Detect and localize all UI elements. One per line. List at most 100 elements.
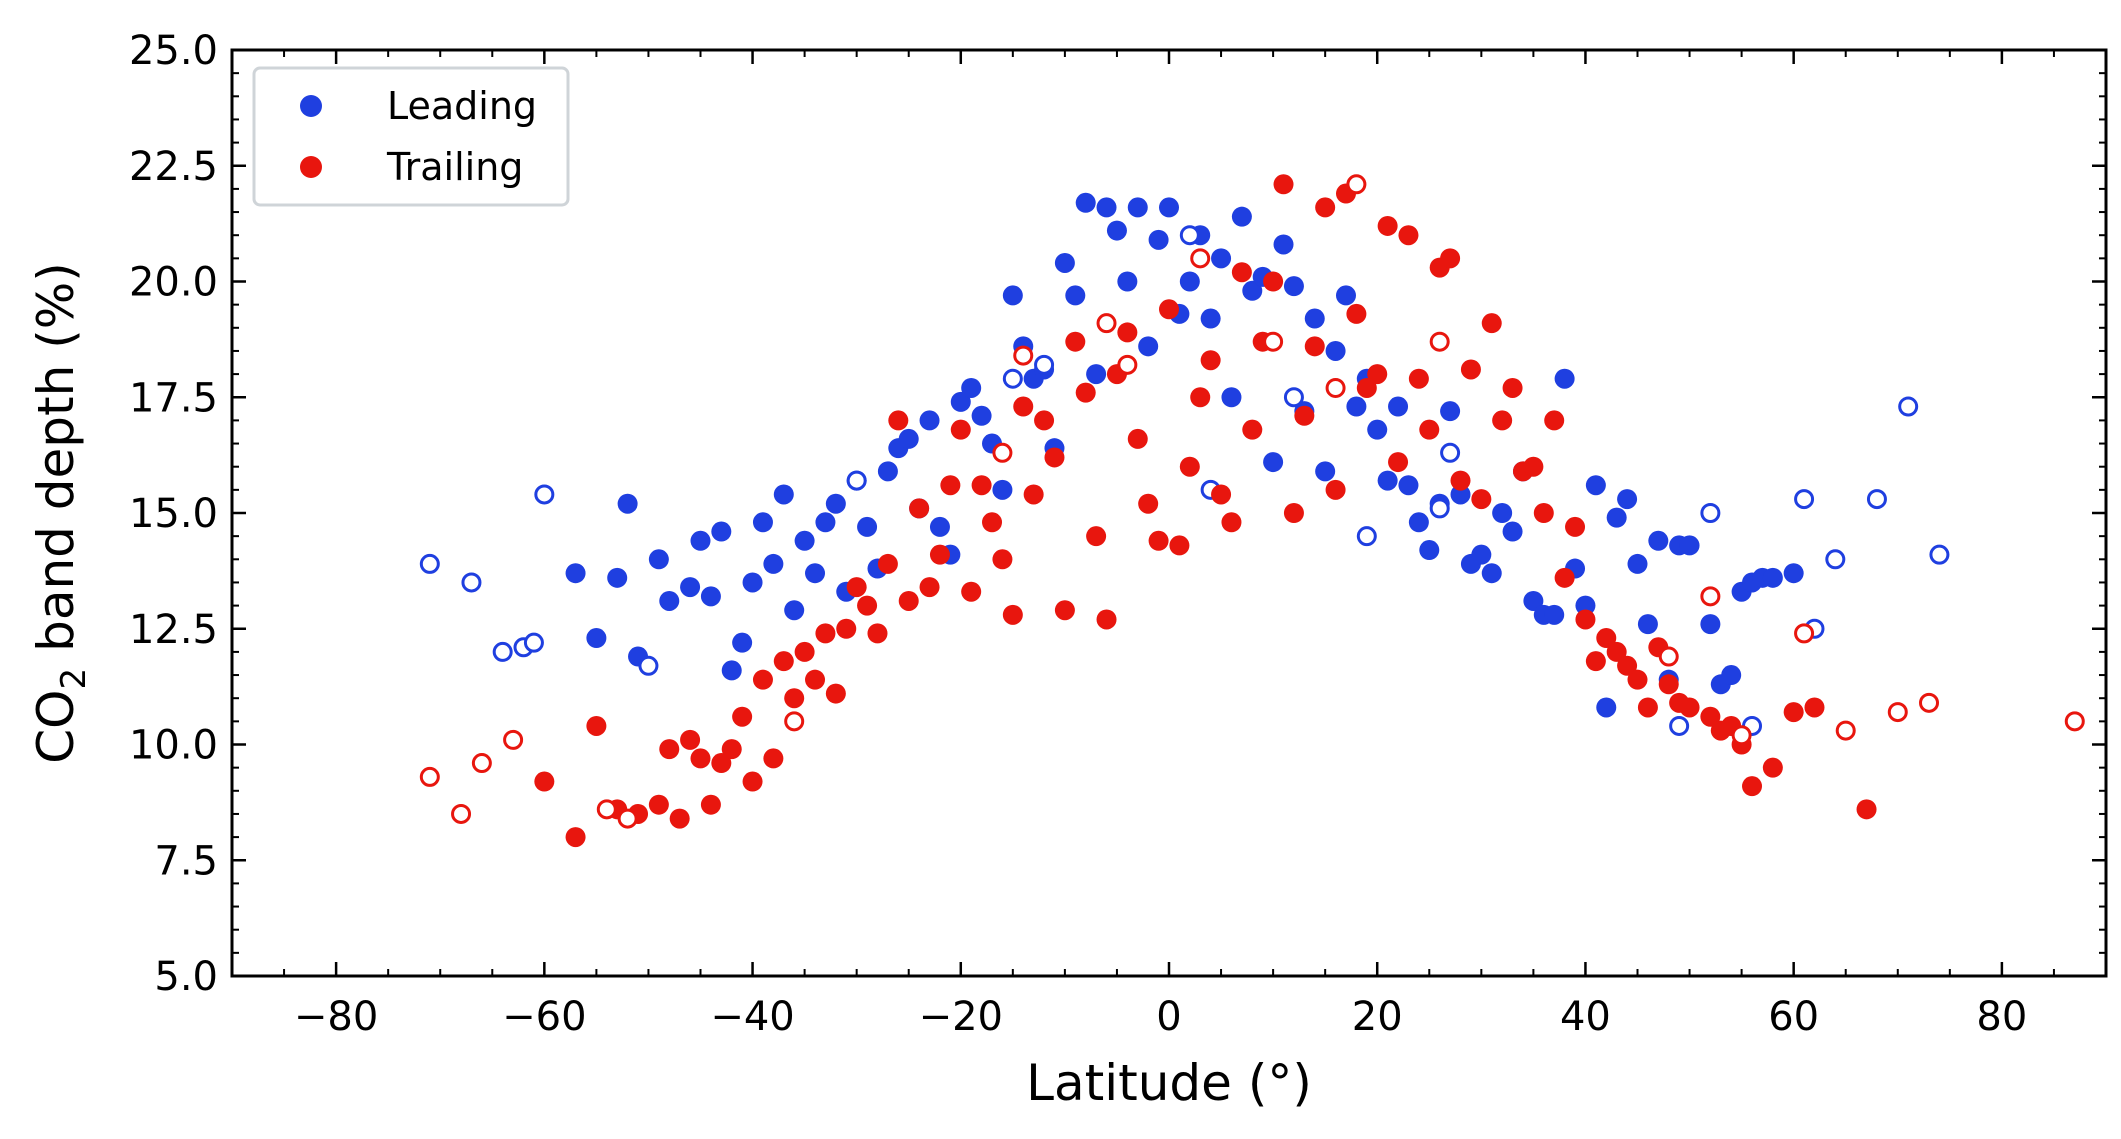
y-tick-label: 10.0 [129, 723, 218, 769]
trailing-point-filled [1211, 484, 1232, 505]
trailing-point-filled [971, 475, 992, 496]
trailing-point-filled [1481, 313, 1502, 334]
leading-point-filled [1273, 234, 1294, 255]
trailing-point-filled [1565, 516, 1586, 537]
leading-point-filled [617, 493, 638, 514]
leading-point-filled [1346, 396, 1367, 417]
leading-point-filled [805, 563, 826, 584]
leading-point-filled [773, 484, 794, 505]
trailing-point-filled [1471, 489, 1492, 510]
leading-point-filled [1388, 396, 1409, 417]
leading-point-filled [1554, 368, 1575, 389]
trailing-point-filled [659, 739, 680, 760]
leading-point-filled [763, 553, 784, 574]
trailing-point-filled [1523, 456, 1544, 477]
trailing-point-open [1346, 174, 1367, 195]
trailing-point-filled [752, 669, 773, 690]
leading-point-open [1866, 489, 1887, 510]
trailing-point-filled [586, 715, 607, 736]
trailing-point-open [1700, 586, 1721, 607]
leading-point-filled [1367, 419, 1388, 440]
leading-point-open [461, 572, 482, 593]
trailing-point-filled [763, 748, 784, 769]
trailing-point-filled [982, 512, 1003, 533]
trailing-point-open [1658, 646, 1679, 667]
y-tick-label: 5.0 [154, 954, 218, 1000]
trailing-point-filled [1585, 651, 1606, 672]
trailing-point-filled [1013, 396, 1034, 417]
trailing-point-filled [1408, 368, 1429, 389]
leading-point-filled [1377, 470, 1398, 491]
leading-point-open [419, 553, 440, 574]
plot-area-frame [230, 48, 2108, 978]
leading-point-filled [1596, 697, 1617, 718]
y-tick-label: 12.5 [129, 607, 218, 653]
trailing-point-filled [1679, 697, 1700, 718]
trailing-point-filled [680, 729, 701, 750]
trailing-point-filled [742, 771, 763, 792]
trailing-point-filled [1450, 470, 1471, 491]
leading-point-filled [1127, 197, 1148, 218]
leading-point-filled [1106, 220, 1127, 241]
leading-point-filled [1627, 553, 1648, 574]
leading-point-filled [1138, 336, 1159, 357]
x-tick-label: −60 [502, 994, 586, 1040]
leading-point-filled [752, 512, 773, 533]
leading-point-open [1002, 368, 1023, 389]
trailing-point-open [1096, 313, 1117, 334]
trailing-point-filled [909, 498, 930, 519]
y-tick-label: 25.0 [129, 28, 218, 74]
trailing-point-filled [565, 827, 586, 848]
leading-point-filled [607, 567, 628, 588]
trailing-point-filled [1804, 697, 1825, 718]
leading-point-filled [1679, 535, 1700, 556]
leading-point-filled [1544, 604, 1565, 625]
trailing-point-filled [1606, 641, 1627, 662]
trailing-point-filled [1221, 512, 1242, 533]
leading-point-filled [711, 521, 732, 542]
leading-point-filled [1471, 544, 1492, 565]
leading-point-filled [1637, 614, 1658, 635]
trailing-point-open [1835, 720, 1856, 741]
trailing-point-filled [1367, 364, 1388, 385]
trailing-point-filled [1419, 419, 1440, 440]
leading-point-open [1179, 225, 1200, 246]
leading-point-open [492, 641, 513, 662]
x-tick-label: 80 [1976, 994, 2027, 1040]
trailing-point-filled [888, 410, 909, 431]
trailing-point-filled [1075, 382, 1096, 403]
leading-point-filled [1721, 665, 1742, 686]
leading-point-filled [1783, 563, 1804, 584]
trailing-point-open [1794, 623, 1815, 644]
trailing-point-filled [1159, 299, 1179, 320]
leading-point-filled [1762, 567, 1783, 588]
leading-point-filled [721, 660, 742, 681]
trailing-point-filled [784, 688, 805, 709]
y-tick-label: 22.5 [129, 144, 218, 190]
leading-point-filled [992, 479, 1013, 500]
leading-point-open [1283, 387, 1304, 408]
trailing-point-filled [1117, 322, 1138, 343]
trailing-point-filled [1325, 479, 1346, 500]
trailing-point-filled [1762, 757, 1783, 778]
trailing-point-filled [1283, 503, 1304, 523]
leading-point-open [1356, 526, 1377, 547]
trailing-point-filled [1169, 535, 1190, 556]
leading-point-open [1034, 354, 1055, 375]
y-tick-label: 15.0 [129, 491, 218, 537]
y-tick-label: 17.5 [129, 375, 218, 421]
x-tick-label: −20 [919, 994, 1003, 1040]
trailing-point-open [1919, 692, 1940, 713]
leading-point-filled [1440, 401, 1461, 422]
leading-point-filled [1242, 280, 1263, 301]
trailing-point-open [471, 753, 492, 774]
trailing-point-open [1731, 725, 1752, 746]
leading-point-open [1429, 498, 1450, 519]
leading-point-filled [1700, 614, 1721, 635]
leading-point-filled [971, 405, 992, 426]
leading-point-filled [1002, 285, 1023, 306]
data-points [419, 174, 2085, 848]
trailing-point-open [596, 799, 617, 820]
trailing-point-filled [1700, 706, 1721, 727]
leading-point-filled [1450, 484, 1471, 505]
